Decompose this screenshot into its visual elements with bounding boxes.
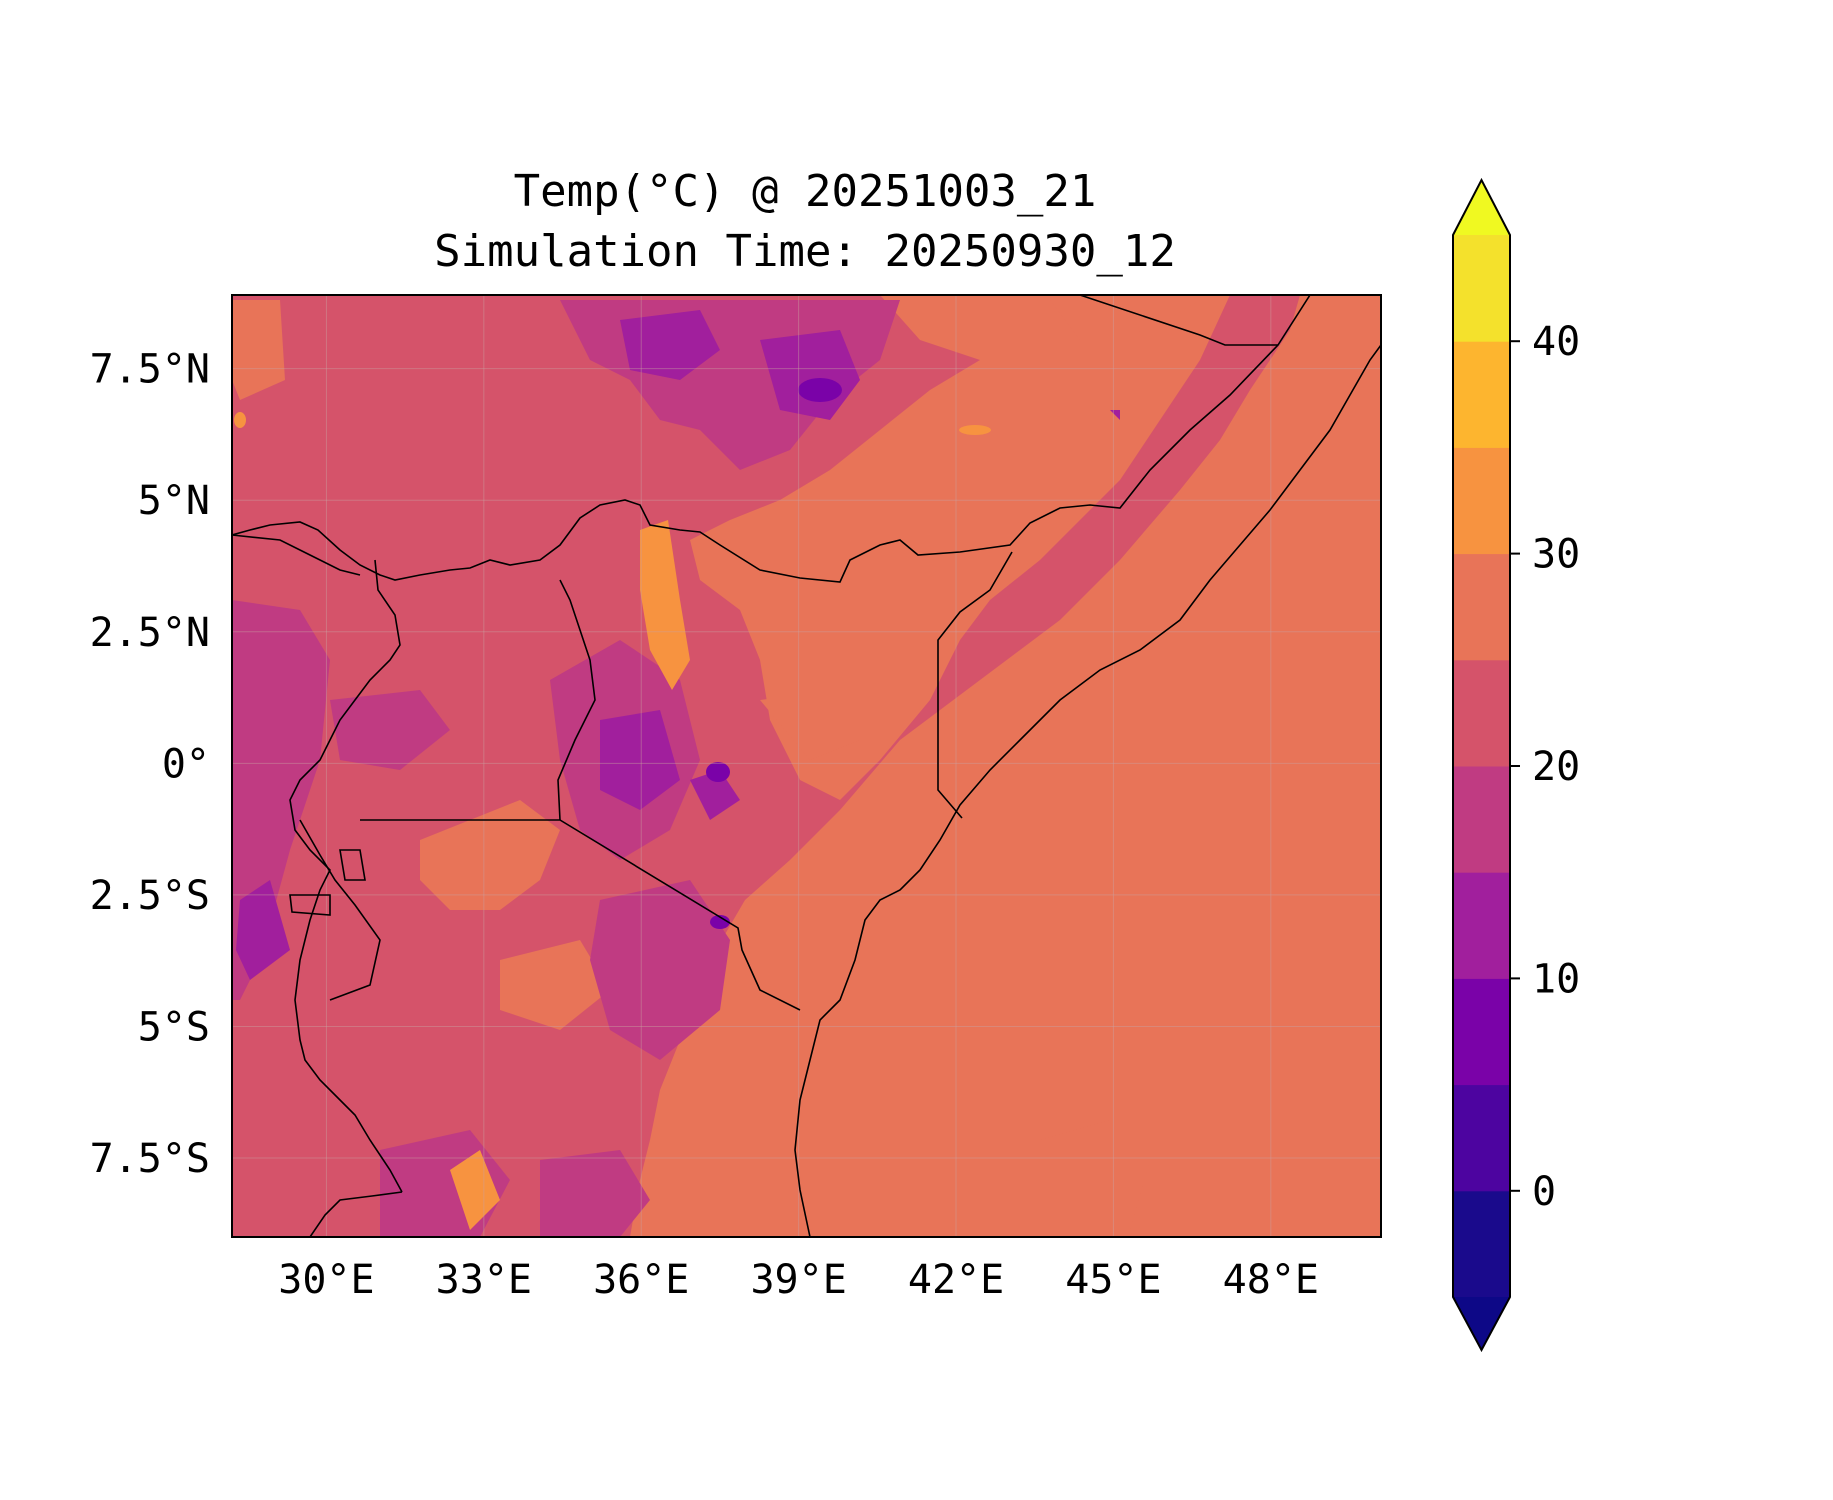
y-tick-label: 2.5°N <box>90 610 210 656</box>
colorbar-segment <box>1453 341 1510 448</box>
colorbar-tick-label: 10 <box>1532 956 1580 1002</box>
colorbar-segment <box>1453 553 1510 661</box>
colorbar-extend-max-arrow <box>1453 180 1510 235</box>
y-tick-label: 5°S <box>138 1004 210 1050</box>
colorbar-segment <box>1453 766 1510 873</box>
colorbar-tick-label: 0 <box>1532 1169 1556 1215</box>
x-tick-label: 33°E <box>436 1257 532 1303</box>
colorbar-segment <box>1453 447 1510 555</box>
colorbar-tick-label: 40 <box>1532 319 1580 365</box>
colorbar-extend-min-arrow <box>1453 1297 1510 1350</box>
latitude-axis: 7.5°N 5°N 2.5°N 0° 2.5°S 5°S 7.5°S <box>90 347 210 1182</box>
y-tick-label: 5°N <box>138 478 210 524</box>
x-tick-label: 30°E <box>278 1257 374 1303</box>
cold-highland-cores <box>236 310 1120 980</box>
y-tick-label: 7.5°N <box>90 347 210 393</box>
colorbar-segment <box>1453 235 1510 342</box>
colorbar-tick-label: 30 <box>1532 532 1580 578</box>
y-tick-label: 7.5°S <box>90 1136 210 1182</box>
colorbar-segment <box>1453 1084 1510 1192</box>
colorbar-segment <box>1453 872 1510 979</box>
temperature-colorbar: 0 10 20 30 40 <box>1452 177 1580 1353</box>
map-gridlines <box>232 295 1381 1237</box>
colorbar-segment <box>1453 978 1510 1086</box>
country-borders <box>232 295 1381 1237</box>
longitude-axis: 30°E 33°E 36°E 39°E 42°E 45°E 48°E <box>278 1257 1319 1303</box>
colorbar-tick-label: 20 <box>1532 744 1580 790</box>
colorbar-segments <box>1453 235 1510 1298</box>
y-tick-label: 0° <box>162 741 210 787</box>
x-tick-label: 48°E <box>1223 1257 1319 1303</box>
colorbar-segment <box>1453 1190 1510 1298</box>
y-tick-label: 2.5°S <box>90 873 210 919</box>
x-tick-label: 36°E <box>593 1257 689 1303</box>
colorbar-outline <box>1452 177 1511 1353</box>
x-tick-label: 39°E <box>750 1257 846 1303</box>
x-tick-label: 45°E <box>1065 1257 1161 1303</box>
x-tick-label: 42°E <box>908 1257 1004 1303</box>
map-frame <box>231 294 1382 1238</box>
map-title-line1: Temp(°C) @ 20251003_21 <box>513 166 1097 217</box>
map-title-line2: Simulation Time: 20250930_12 <box>434 226 1176 277</box>
temperature-field <box>232 295 1381 1237</box>
hot-rift-valley-strip <box>234 412 991 1230</box>
coldest-spots <box>706 378 842 929</box>
colorbar-ticks: 0 10 20 30 40 <box>1510 319 1580 1215</box>
colorbar-segment <box>1453 659 1510 767</box>
warm-land-patches <box>232 295 1230 1237</box>
